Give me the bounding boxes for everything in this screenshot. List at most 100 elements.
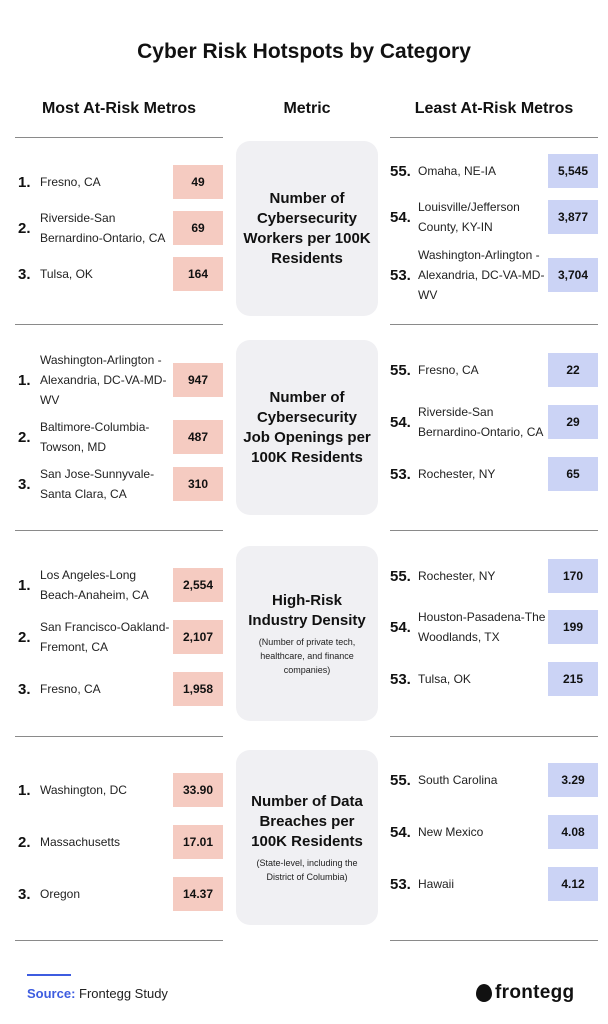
metric-value: 2,107: [173, 620, 223, 654]
most-at-risk-row: 2. Baltimore-Columbia-Towson, MD 487: [18, 419, 223, 455]
rank: 54.: [390, 413, 411, 431]
metric-value: 49: [173, 165, 223, 199]
metric-value: 170: [548, 559, 598, 593]
divider: [15, 137, 223, 138]
rank: 54.: [390, 823, 411, 841]
metric-box-industry-density: High-Risk Industry Density (Number of pr…: [236, 546, 378, 721]
metric-value: 2,554: [173, 568, 223, 602]
metro-name: Rochester, NY: [418, 569, 496, 583]
rank: 54.: [390, 208, 411, 226]
metric-value: 310: [173, 467, 223, 501]
divider: [15, 940, 223, 941]
metric-title: High-Risk Industry Density: [248, 591, 366, 629]
rank: 53.: [390, 465, 411, 483]
rank: 2.: [18, 628, 31, 646]
least-at-risk-row: 54. Riverside-San Bernardino-Ontario, CA…: [390, 404, 598, 440]
rank: 55.: [390, 361, 411, 379]
least-at-risk-row: 53. Tulsa, OK 215: [390, 661, 598, 697]
least-at-risk-row: 53. Washington-Arlington -Alexandria, DC…: [390, 248, 598, 302]
metro-name: Fresno, CA: [40, 175, 101, 189]
frontegg-logo-icon: [476, 984, 492, 1002]
rank: 2.: [18, 428, 31, 446]
metro-name: San Jose-Sunnyvale-Santa Clara, CA: [40, 467, 155, 501]
rank: 3.: [18, 680, 31, 698]
metric-value: 69: [173, 211, 223, 245]
divider: [390, 324, 598, 325]
rank: 55.: [390, 771, 411, 789]
least-at-risk-row: 55. Omaha, NE-IA 5,545: [390, 153, 598, 189]
metric-value: 22: [548, 353, 598, 387]
metro-name: Houston-Pasadena-The Woodlands, TX: [418, 610, 546, 644]
metric-value: 487: [173, 420, 223, 454]
metro-name: Fresno, CA: [418, 363, 479, 377]
most-at-risk-row: 1. Los Angeles-Long Beach-Anaheim, CA 2,…: [18, 567, 223, 603]
metric-title: Number of Cybersecurity Workers per 100K…: [243, 189, 371, 267]
brand-logo: frontegg: [476, 982, 574, 1004]
metro-name: San Francisco-Oakland-Fremont, CA: [40, 620, 170, 654]
metro-name: Riverside-San Bernardino-Ontario, CA: [418, 405, 544, 439]
most-at-risk-row: 3. Oregon 14.37: [18, 876, 223, 912]
metric-value: 215: [548, 662, 598, 696]
metric-value: 5,545: [548, 154, 598, 188]
least-at-risk-row: 54. New Mexico 4.08: [390, 814, 598, 850]
least-at-risk-row: 53. Hawaii 4.12: [390, 866, 598, 902]
source-credit: Source: Frontegg Study: [27, 986, 168, 1001]
least-at-risk-header: Least At-Risk Metros: [414, 100, 574, 117]
metro-name: Hawaii: [418, 877, 455, 891]
rank: 2.: [18, 219, 31, 237]
rank: 1.: [18, 173, 31, 191]
most-at-risk-row: 2. Riverside-San Bernardino-Ontario, CA …: [18, 210, 223, 246]
metric-value: 3.29: [548, 763, 598, 797]
most-at-risk-row: 1. Fresno, CA 49: [18, 164, 223, 200]
most-at-risk-header: Most At-Risk Metros: [41, 100, 197, 117]
metro-name: Massachusetts: [40, 835, 121, 849]
rank: 54.: [390, 618, 411, 636]
rank: 55.: [390, 567, 411, 585]
source-label: Source:: [27, 986, 76, 1001]
least-at-risk-row: 54. Louisville/Jefferson County, KY-IN 3…: [390, 199, 598, 235]
rank: 53.: [390, 670, 411, 688]
metro-name: New Mexico: [418, 825, 484, 839]
most-at-risk-row: 3. San Jose-Sunnyvale-Santa Clara, CA 31…: [18, 466, 223, 502]
metro-name: Tulsa, OK: [40, 267, 93, 281]
source-text: Frontegg Study: [79, 986, 168, 1001]
metric-value: 947: [173, 363, 223, 397]
metric-note: (Number of private tech, healthcare, and…: [258, 636, 356, 675]
metric-value: 4.12: [548, 867, 598, 901]
most-at-risk-row: 1. Washington-Arlington -Alexandria, DC-…: [18, 353, 223, 407]
metric-value: 65: [548, 457, 598, 491]
metric-value: 164: [173, 257, 223, 291]
divider: [390, 530, 598, 531]
divider: [15, 736, 223, 737]
divider: [390, 736, 598, 737]
metric-value: 3,877: [548, 200, 598, 234]
metric-value: 33.90: [173, 773, 223, 807]
most-at-risk-row: 3. Tulsa, OK 164: [18, 256, 223, 292]
metric-value: 199: [548, 610, 598, 644]
brand-name: frontegg: [495, 982, 575, 1003]
divider: [390, 137, 598, 138]
rank: 55.: [390, 162, 411, 180]
most-at-risk-row: 1. Washington, DC 33.90: [18, 772, 223, 808]
least-at-risk-row: 54. Houston-Pasadena-The Woodlands, TX 1…: [390, 609, 598, 645]
metric-value: 4.08: [548, 815, 598, 849]
metric-box-data-breaches: Number of Data Breaches per 100K Residen…: [236, 750, 378, 925]
metro-name: Washington, DC: [40, 783, 127, 797]
metro-name: Riverside-San Bernardino-Ontario, CA: [40, 211, 166, 245]
rank: 3.: [18, 475, 31, 493]
metric-value: 29: [548, 405, 598, 439]
metro-name: Baltimore-Columbia-Towson, MD: [40, 420, 150, 454]
most-at-risk-row: 3. Fresno, CA 1,958: [18, 671, 223, 707]
divider: [15, 324, 223, 325]
rank: 1.: [18, 781, 31, 799]
rank: 53.: [390, 875, 411, 893]
divider: [15, 530, 223, 531]
metro-name: Tulsa, OK: [418, 672, 471, 686]
rank: 2.: [18, 833, 31, 851]
most-at-risk-row: 2. Massachusetts 17.01: [18, 824, 223, 860]
metric-value: 14.37: [173, 877, 223, 911]
most-at-risk-row: 2. San Francisco-Oakland-Fremont, CA 2,1…: [18, 619, 223, 655]
rank: 1.: [18, 576, 31, 594]
metro-name: Los Angeles-Long Beach-Anaheim, CA: [40, 568, 149, 602]
rank: 3.: [18, 885, 31, 903]
